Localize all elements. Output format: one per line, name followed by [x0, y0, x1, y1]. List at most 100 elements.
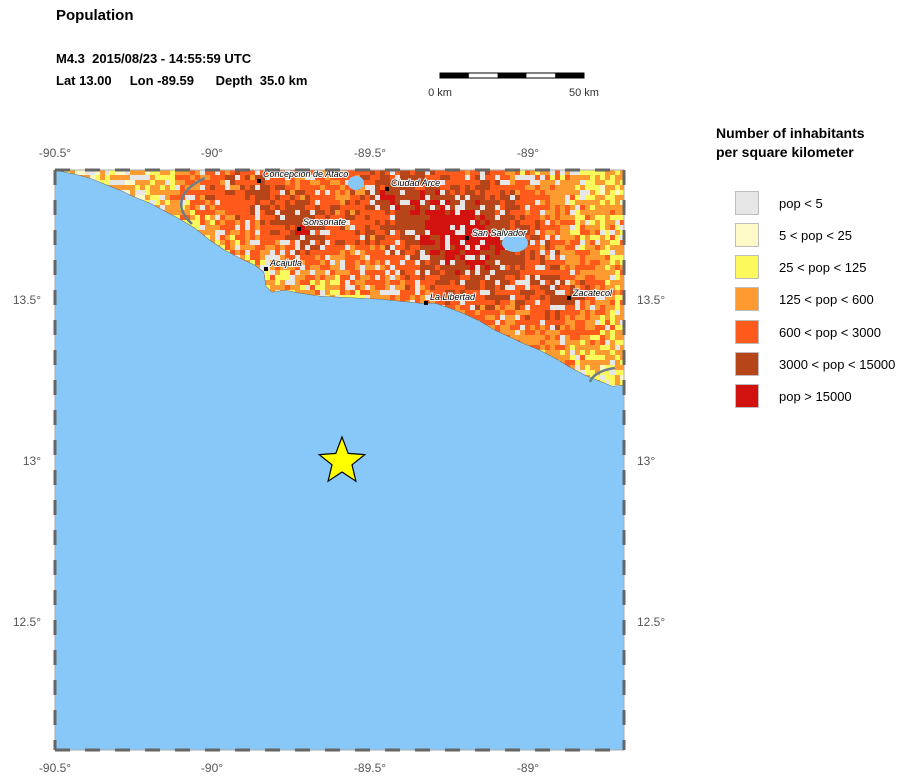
- density-cell: [85, 170, 90, 175]
- density-cell: [465, 255, 470, 260]
- density-cell: [525, 180, 530, 185]
- density-cell: [295, 250, 300, 255]
- density-cell: [260, 180, 265, 185]
- density-cell: [455, 240, 460, 245]
- density-cell: [315, 255, 320, 260]
- density-cell: [240, 235, 245, 240]
- density-cell: [560, 245, 565, 250]
- density-cell: [540, 170, 545, 175]
- density-cell: [605, 230, 610, 235]
- density-cell: [385, 235, 390, 240]
- density-cell: [360, 250, 365, 255]
- density-cell: [600, 240, 605, 245]
- density-cell: [210, 225, 215, 230]
- density-cell: [440, 210, 445, 215]
- density-cell: [380, 205, 385, 210]
- density-cell: [205, 195, 210, 200]
- density-cell: [530, 200, 535, 205]
- density-cell: [350, 255, 355, 260]
- density-cell: [400, 175, 405, 180]
- density-cell: [370, 190, 375, 195]
- density-cell: [415, 200, 420, 205]
- density-cell: [395, 250, 400, 255]
- density-cell: [350, 250, 355, 255]
- density-cell: [520, 215, 525, 220]
- density-cell: [510, 320, 515, 325]
- density-cell: [290, 175, 295, 180]
- density-cell: [290, 275, 295, 280]
- density-cell: [455, 245, 460, 250]
- density-cell: [450, 275, 455, 280]
- density-cell: [175, 200, 180, 205]
- density-cell: [190, 180, 195, 185]
- density-cell: [335, 230, 340, 235]
- density-cell: [350, 225, 355, 230]
- density-cell: [515, 250, 520, 255]
- density-cell: [505, 175, 510, 180]
- density-cell: [275, 200, 280, 205]
- density-cell: [440, 260, 445, 265]
- density-cell: [545, 265, 550, 270]
- density-cell: [405, 180, 410, 185]
- density-cell: [445, 230, 450, 235]
- density-cell: [590, 315, 595, 320]
- density-cell: [575, 235, 580, 240]
- density-cell: [485, 280, 490, 285]
- density-cell: [435, 300, 440, 305]
- density-cell: [335, 190, 340, 195]
- density-cell: [475, 235, 480, 240]
- density-cell: [295, 280, 300, 285]
- density-cell: [250, 220, 255, 225]
- density-cell: [595, 175, 600, 180]
- density-cell: [165, 175, 170, 180]
- density-cell: [600, 210, 605, 215]
- density-cell: [550, 175, 555, 180]
- density-cell: [595, 265, 600, 270]
- density-cell: [195, 185, 200, 190]
- density-cell: [320, 170, 325, 175]
- density-cell: [265, 210, 270, 215]
- density-cell: [515, 325, 520, 330]
- density-cell: [325, 250, 330, 255]
- density-cell: [390, 195, 395, 200]
- density-cell: [495, 295, 500, 300]
- density-cell: [270, 260, 275, 265]
- density-cell: [585, 355, 590, 360]
- density-cell: [355, 275, 360, 280]
- density-cell: [480, 195, 485, 200]
- density-cell: [550, 270, 555, 275]
- density-cell: [290, 280, 295, 285]
- density-cell: [295, 245, 300, 250]
- density-cell: [565, 350, 570, 355]
- density-cell: [380, 275, 385, 280]
- density-cell: [465, 175, 470, 180]
- density-cell: [605, 285, 610, 290]
- density-cell: [550, 210, 555, 215]
- density-cell: [425, 170, 430, 175]
- density-cell: [465, 215, 470, 220]
- density-cell: [445, 185, 450, 190]
- density-cell: [580, 275, 585, 280]
- density-cell: [365, 205, 370, 210]
- density-cell: [340, 200, 345, 205]
- density-cell: [250, 245, 255, 250]
- density-cell: [190, 220, 195, 225]
- density-cell: [210, 220, 215, 225]
- density-cell: [560, 280, 565, 285]
- density-cell: [535, 320, 540, 325]
- density-cell: [255, 200, 260, 205]
- density-cell: [490, 220, 495, 225]
- density-cell: [405, 225, 410, 230]
- density-cell: [115, 185, 120, 190]
- density-cell: [400, 260, 405, 265]
- density-cell: [530, 240, 535, 245]
- density-cell: [300, 290, 305, 295]
- density-cell: [225, 225, 230, 230]
- density-cell: [330, 220, 335, 225]
- density-cell: [595, 300, 600, 305]
- density-cell: [550, 195, 555, 200]
- density-cell: [290, 255, 295, 260]
- density-cell: [445, 175, 450, 180]
- density-cell: [330, 260, 335, 265]
- density-cell: [545, 285, 550, 290]
